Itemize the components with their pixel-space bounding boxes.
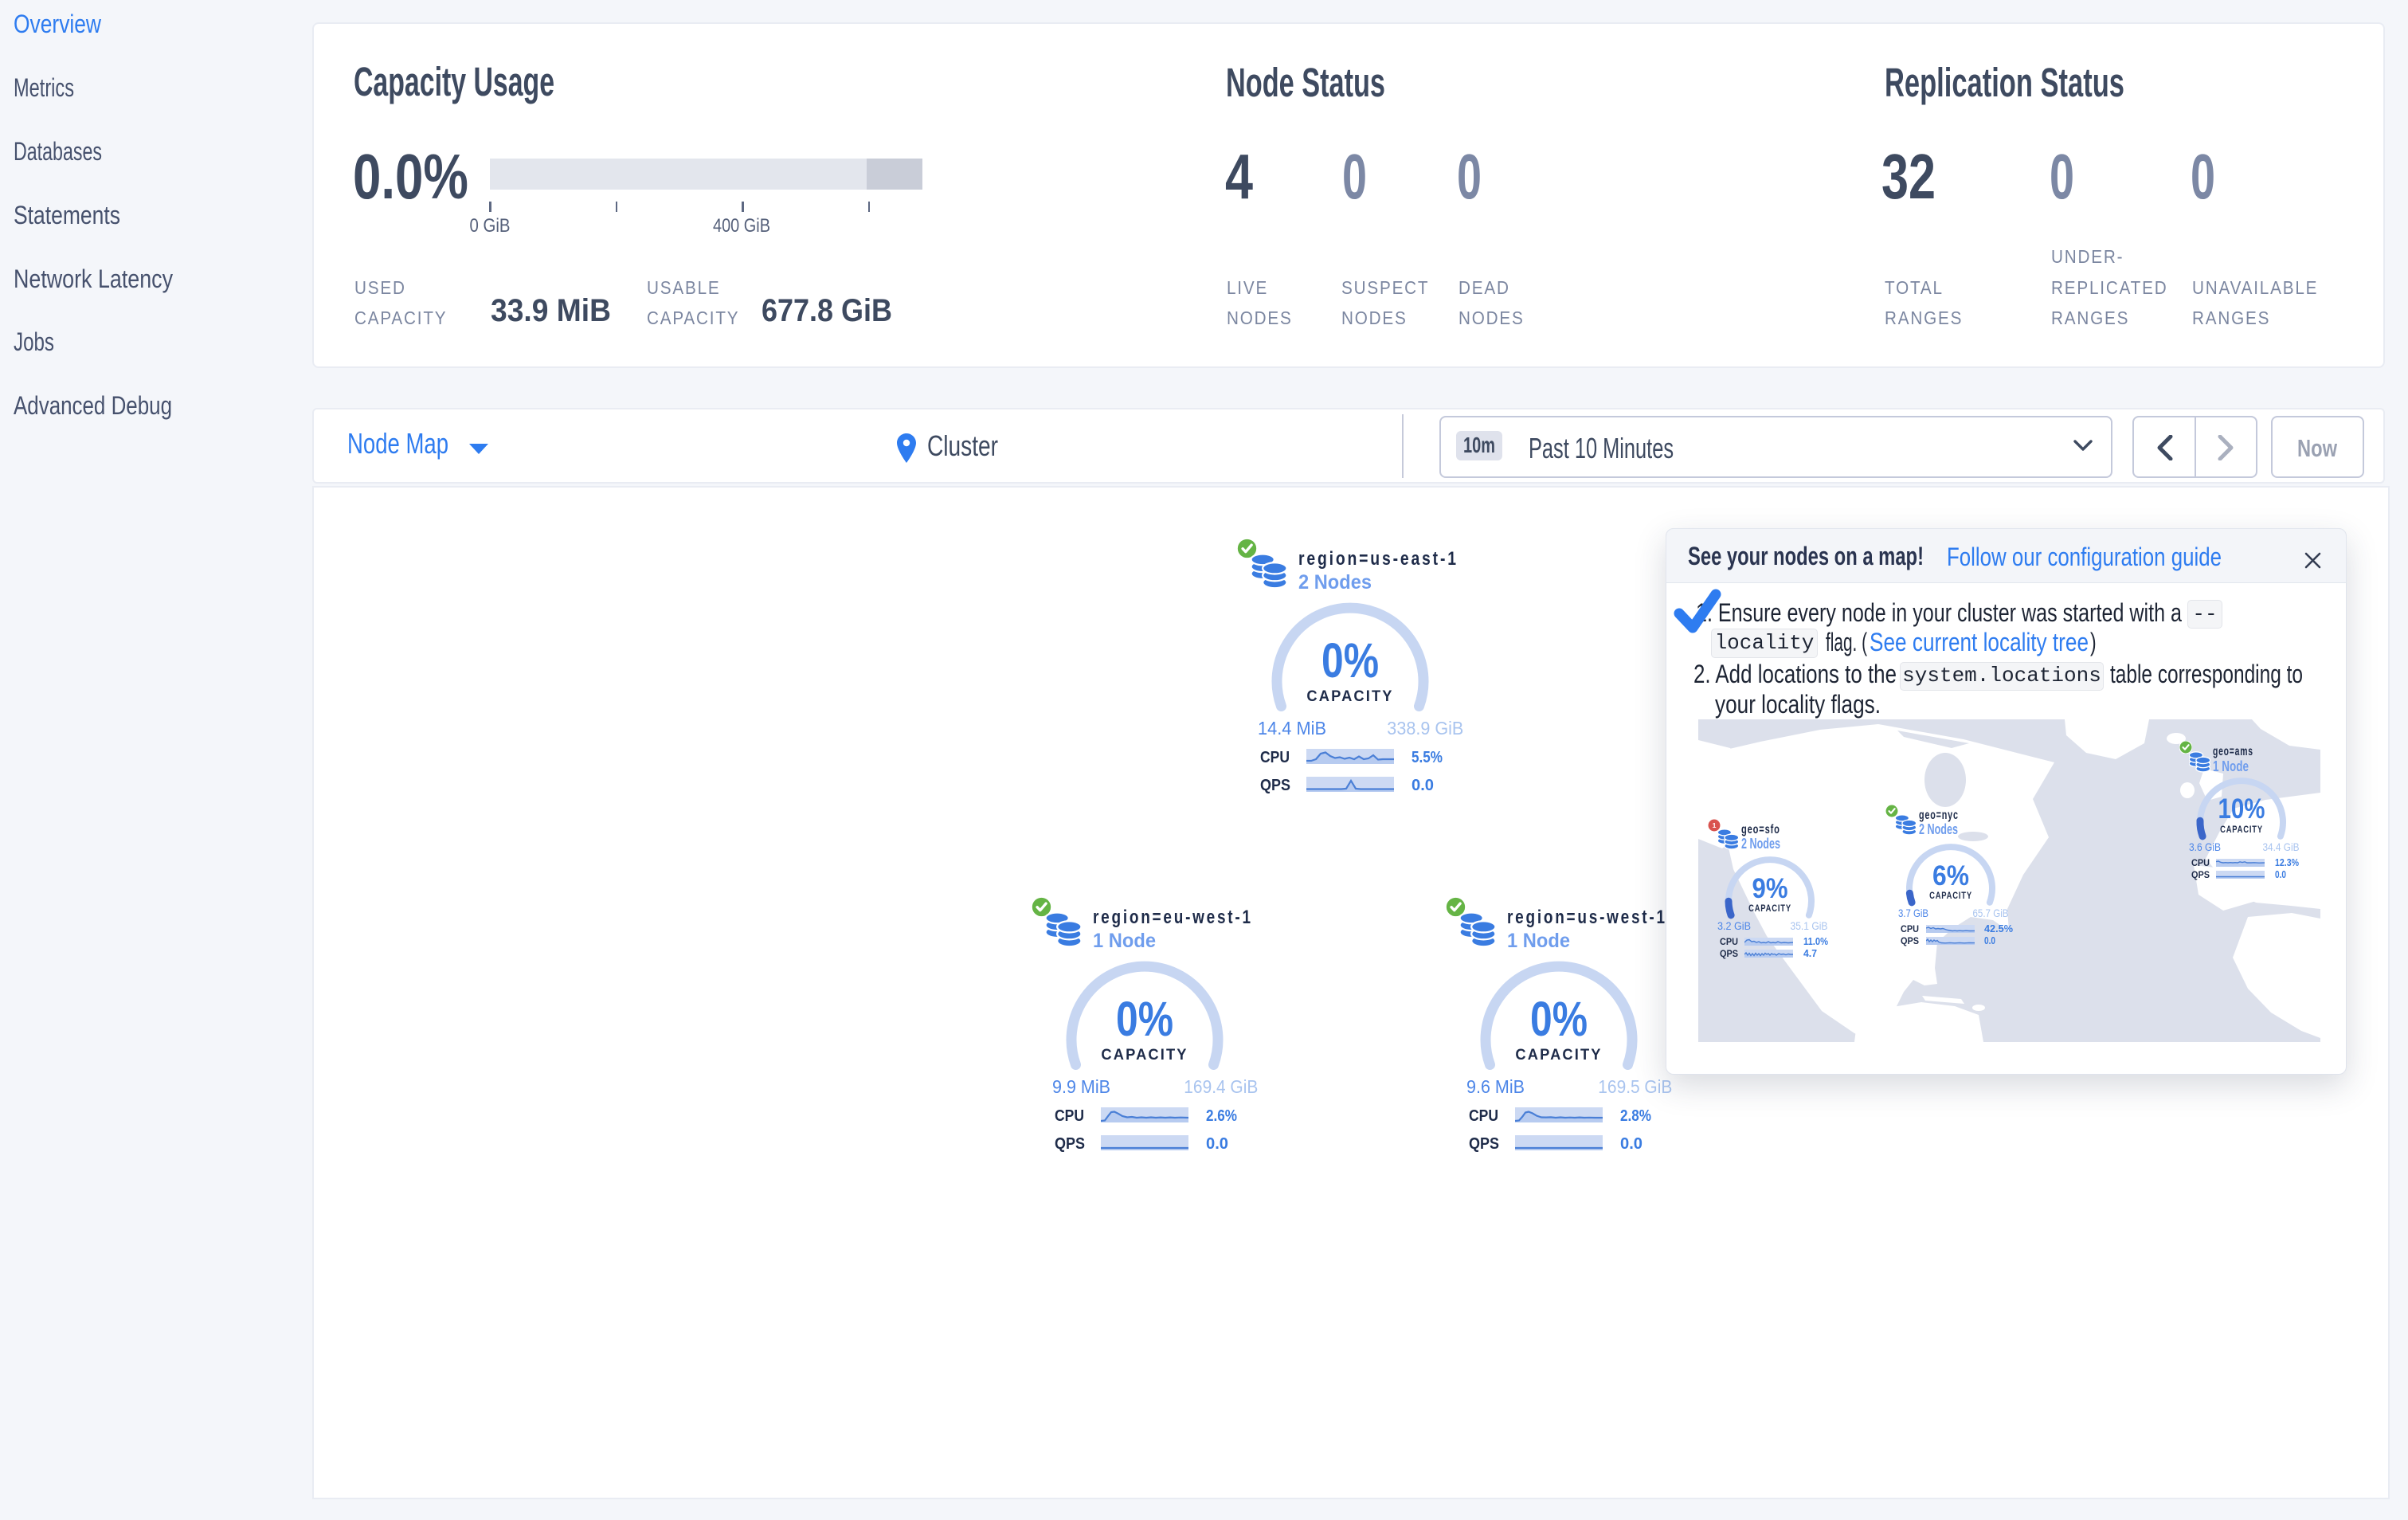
svg-text:1: 1 [1713,821,1717,829]
